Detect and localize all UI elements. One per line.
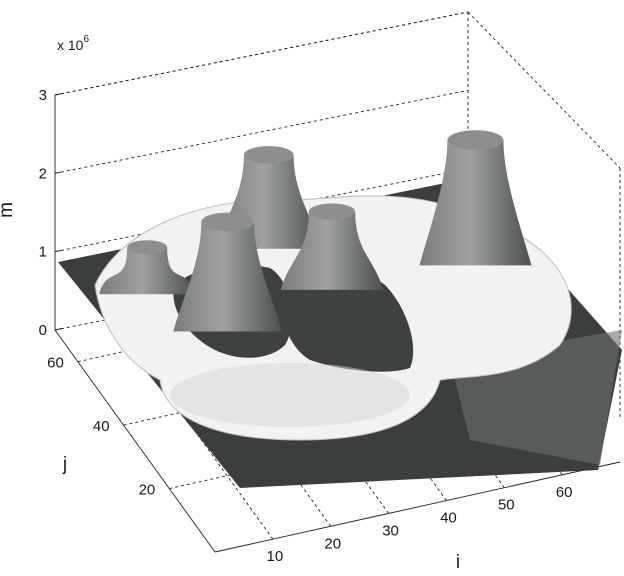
z-tick-mark: [54, 249, 63, 253]
i-tick-label: 20: [324, 535, 341, 552]
peak-cap: [127, 240, 168, 255]
peak-body: [173, 221, 283, 332]
surface-ring-shade: [170, 363, 410, 427]
z-exponent-label: x 106: [57, 34, 89, 53]
z-gridline: [54, 89, 469, 174]
tick-labels: 0 1 2 3 10 20 30 40 50 60 20 40 60: [39, 87, 573, 565]
y-axis-label: j: [62, 454, 67, 475]
floor-left-edge: [54, 329, 216, 553]
z-tick-label: 3: [39, 87, 47, 104]
i-tick-label: 60: [556, 484, 573, 501]
peak-body: [419, 140, 532, 266]
peak-cap: [308, 203, 356, 220]
z-tick-label: 2: [39, 165, 47, 182]
back-wall-right-top: [467, 11, 621, 169]
peak-body: [99, 247, 196, 295]
z-tick-label: 0: [39, 322, 47, 339]
i-tick-label: 50: [498, 497, 515, 514]
floor-front-edge: [214, 461, 621, 553]
surface-peaks: [99, 130, 532, 332]
j-tick-label: 20: [139, 482, 156, 499]
z-tick-mark: [54, 328, 63, 331]
i-tick-label: 10: [267, 548, 284, 565]
peak-cap: [447, 130, 504, 150]
j-tick-label: 40: [93, 418, 110, 435]
z-tick-mark: [54, 93, 63, 96]
surface-hole-center: [282, 271, 414, 372]
z-axis-label: m: [0, 202, 17, 218]
z-tick-label: 1: [39, 244, 47, 261]
peak-cap: [243, 146, 294, 164]
peak-body: [280, 211, 384, 290]
z-tick-mark: [54, 171, 63, 174]
peak-cap: [201, 212, 255, 232]
z-gridline: [54, 11, 469, 96]
z-exponent-text: 6: [83, 34, 89, 45]
j-tick-label: 60: [47, 355, 64, 372]
x-axis-label: i: [456, 552, 460, 573]
z-multiplier-text: x 10: [57, 37, 84, 53]
i-tick-label: 40: [440, 510, 457, 527]
i-tick-label: 30: [382, 522, 399, 539]
